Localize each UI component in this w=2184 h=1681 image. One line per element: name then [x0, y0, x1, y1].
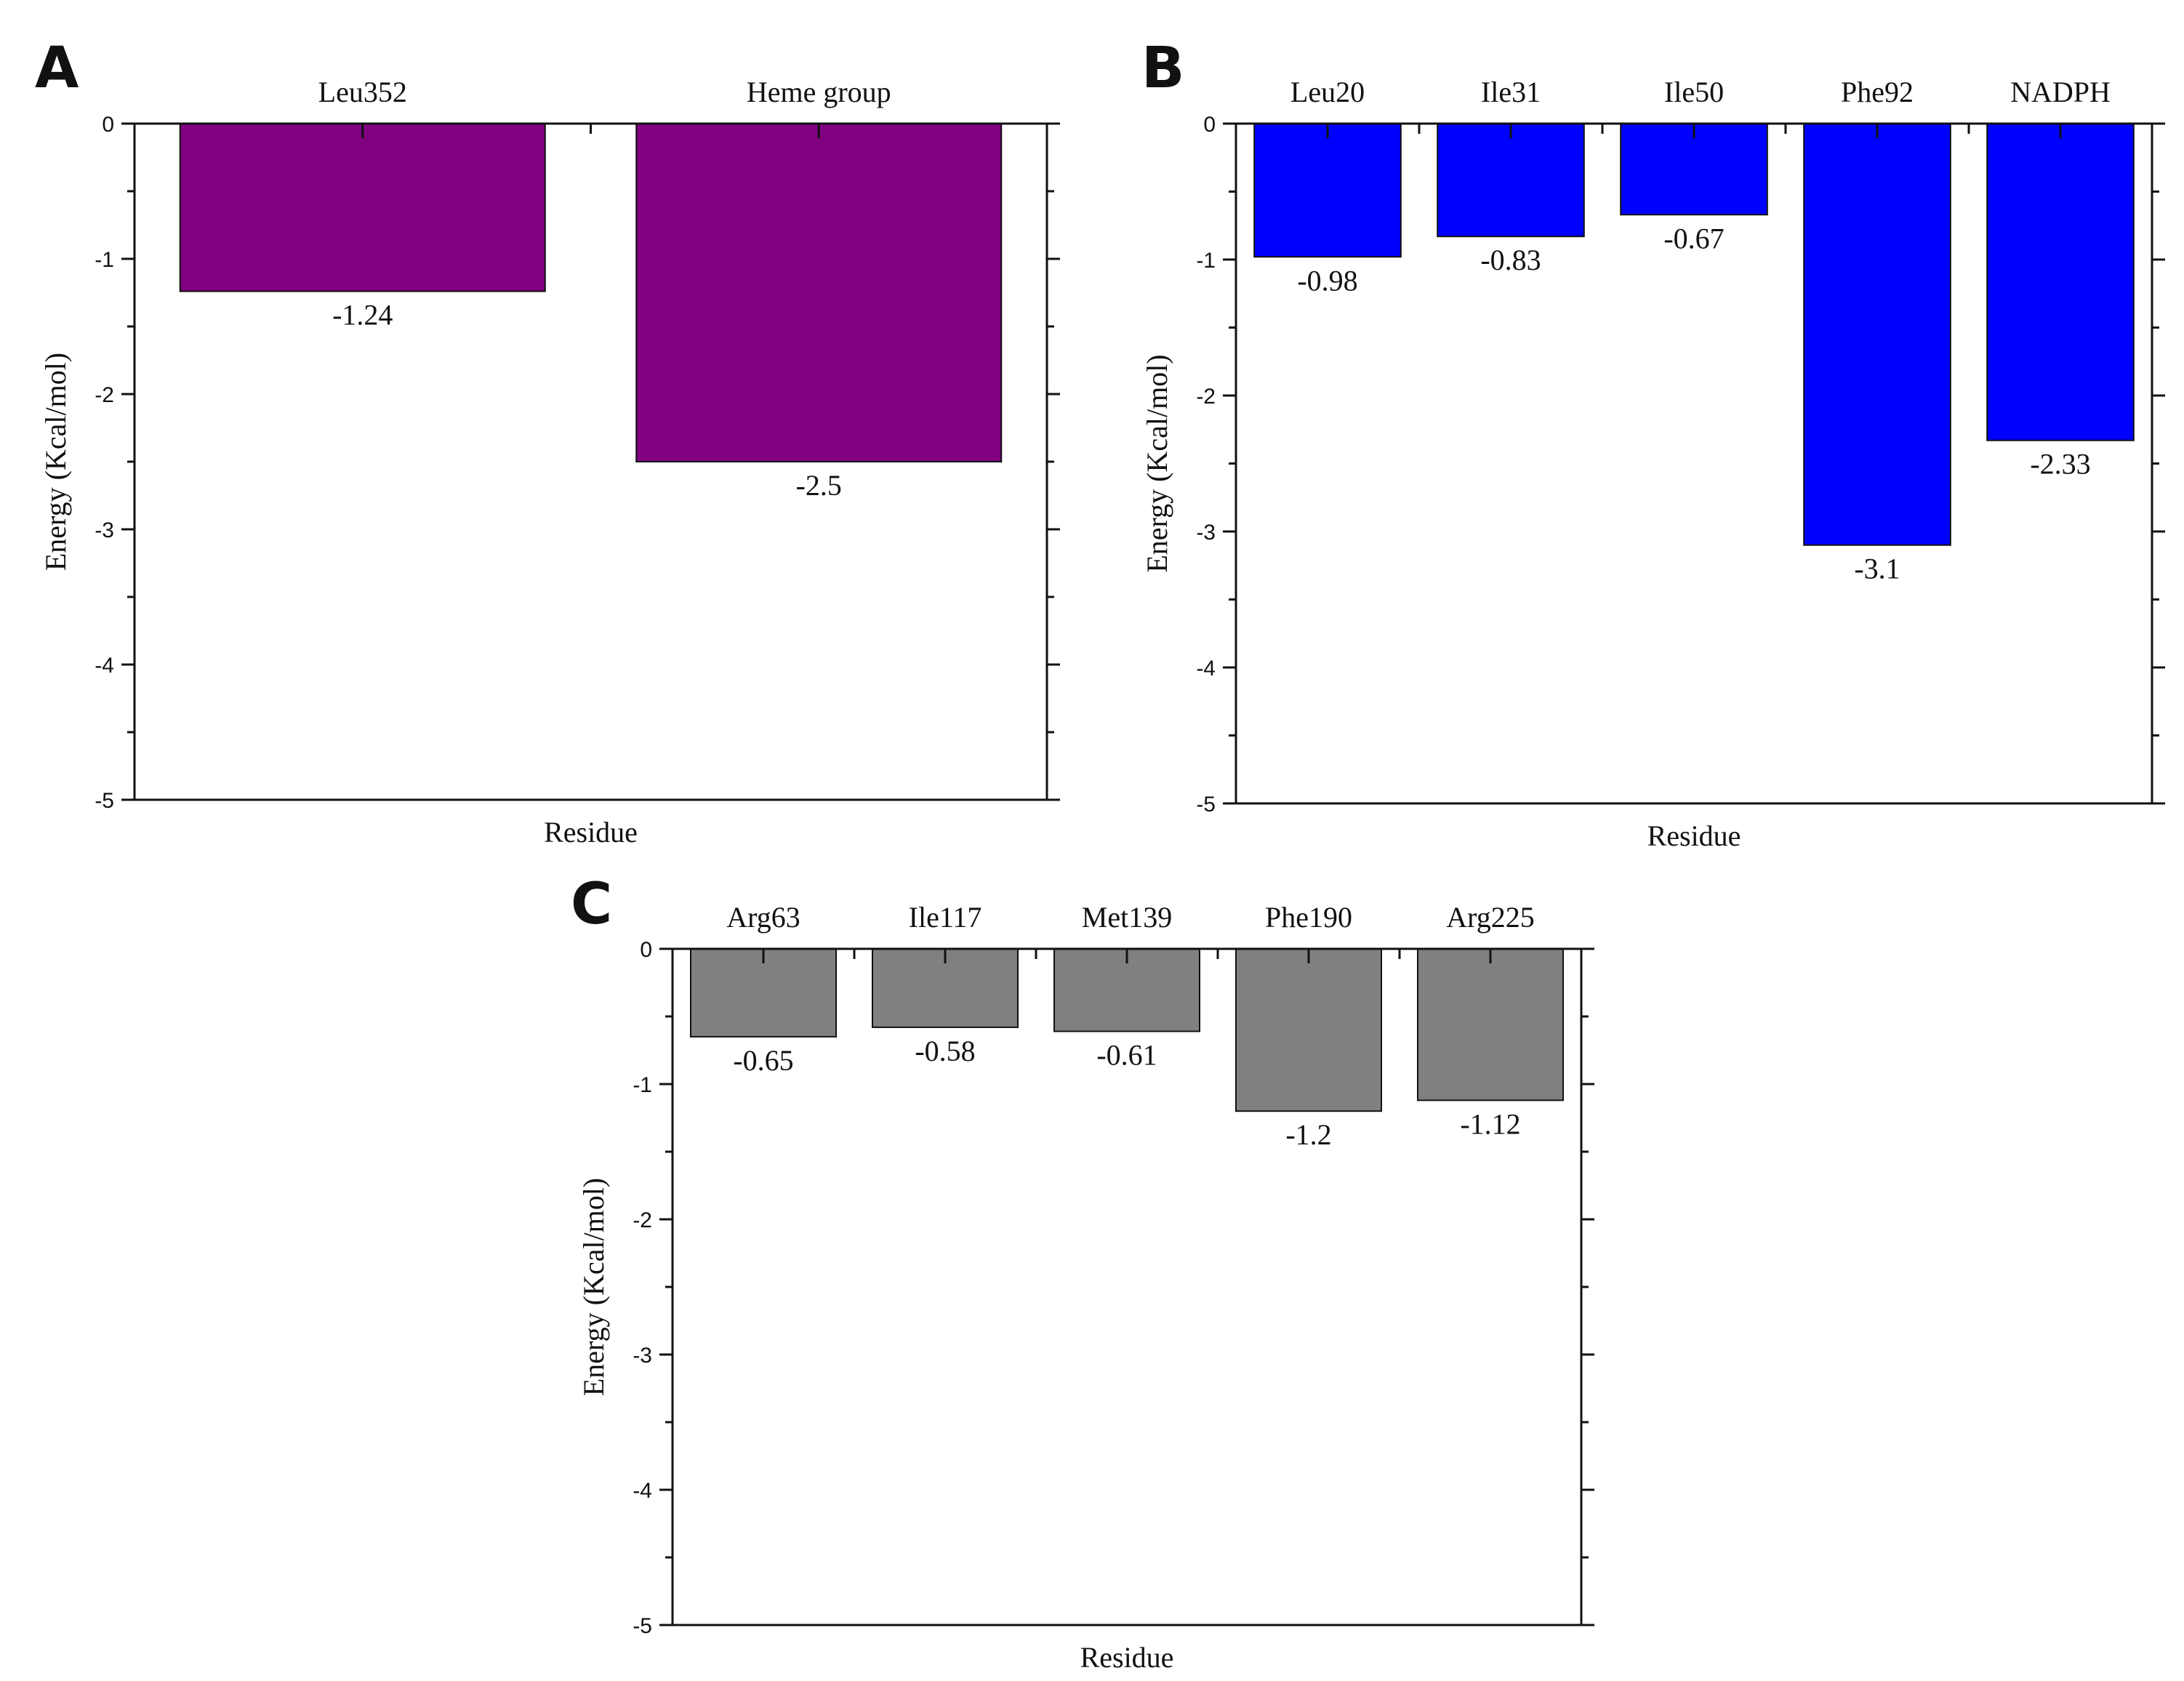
category-label: Ile50	[1664, 76, 1724, 108]
y-tick-label: -5	[633, 1614, 652, 1638]
y-tick-label: -1	[1196, 249, 1216, 273]
y-tick-label: -4	[1196, 657, 1216, 681]
y-tick-label: 0	[102, 113, 114, 137]
category-label: Met139	[1082, 901, 1172, 934]
bar	[1986, 123, 2135, 441]
y-tick-label: -3	[95, 518, 114, 542]
bar	[635, 123, 1003, 462]
category-label: Arg63	[726, 901, 800, 934]
category-label: NADPH	[2010, 76, 2111, 108]
bar	[1803, 123, 1951, 546]
data-label: -0.67	[1663, 222, 1724, 254]
y-tick-label: -4	[95, 654, 114, 678]
data-label: -0.83	[1480, 244, 1541, 276]
x-axis-title: Residue	[1647, 819, 1741, 852]
y-tick-label: -5	[1196, 793, 1216, 817]
y-tick-label: -2	[1196, 385, 1216, 409]
data-label: -0.98	[1297, 264, 1357, 297]
bar	[1253, 123, 1402, 258]
data-label: -1.24	[332, 299, 393, 332]
category-label: Arg225	[1446, 901, 1534, 934]
chart-panel-c: C -0.65 Arg63 -0.58 Ile117 -0.61 Met139 -1.2 Phe…	[571, 872, 1594, 1674]
data-label: -3.1	[1854, 553, 1900, 585]
y-axis-title: Energy (Kcal/mol)	[1141, 354, 1173, 572]
bar	[1417, 948, 1564, 1102]
bar	[1620, 123, 1768, 216]
y-tick-label: -2	[633, 1208, 652, 1232]
data-label: -1.2	[1285, 1118, 1331, 1151]
bar	[690, 948, 837, 1038]
data-label: -0.61	[1096, 1038, 1157, 1071]
chart-panel-b: B -0.98 Leu20 -0.83 Ile31 -0.67 Ile50 -3.1 Phe92…	[1141, 36, 2165, 852]
panel-letter: A	[35, 36, 79, 101]
category-label: Heme group	[747, 76, 891, 108]
y-axis-title: Energy (Kcal/mol)	[39, 353, 72, 571]
bar	[179, 123, 546, 292]
bar	[1437, 123, 1585, 238]
y-axis-title: Energy (Kcal/mol)	[577, 1178, 610, 1396]
data-label: -0.58	[915, 1035, 975, 1067]
x-axis-title: Residue	[1080, 1641, 1174, 1674]
data-label: -2.5	[796, 469, 842, 502]
y-tick-label: 0	[1203, 113, 1216, 137]
y-tick-label: -4	[633, 1479, 652, 1503]
category-label: Leu20	[1290, 76, 1365, 108]
panel-letter: B	[1141, 36, 1184, 101]
chart-panel-a: A -1.24 Leu352 -2.5 Heme group 0 -1 -2 -3 -4 -5 Res…	[35, 36, 1060, 848]
category-label: Ile31	[1481, 76, 1541, 108]
category-label: Leu352	[318, 76, 407, 108]
y-tick-label: -1	[633, 1073, 652, 1097]
data-label: -0.65	[733, 1044, 793, 1077]
y-tick-label: -3	[1196, 521, 1216, 545]
data-label: -2.33	[2030, 448, 2090, 481]
y-tick-label: 0	[640, 938, 652, 962]
category-label: Phe190	[1265, 901, 1352, 934]
x-axis-title: Residue	[544, 816, 638, 848]
panel-letter: C	[571, 872, 612, 937]
y-tick-label: -3	[633, 1344, 652, 1368]
bar	[1235, 948, 1382, 1112]
y-tick-label: -2	[95, 383, 114, 407]
data-label: -1.12	[1460, 1107, 1520, 1140]
category-label: Ile117	[909, 901, 982, 934]
y-tick-label: -1	[95, 248, 114, 272]
y-tick-label: -5	[95, 789, 114, 813]
category-label: Phe92	[1841, 76, 1914, 108]
